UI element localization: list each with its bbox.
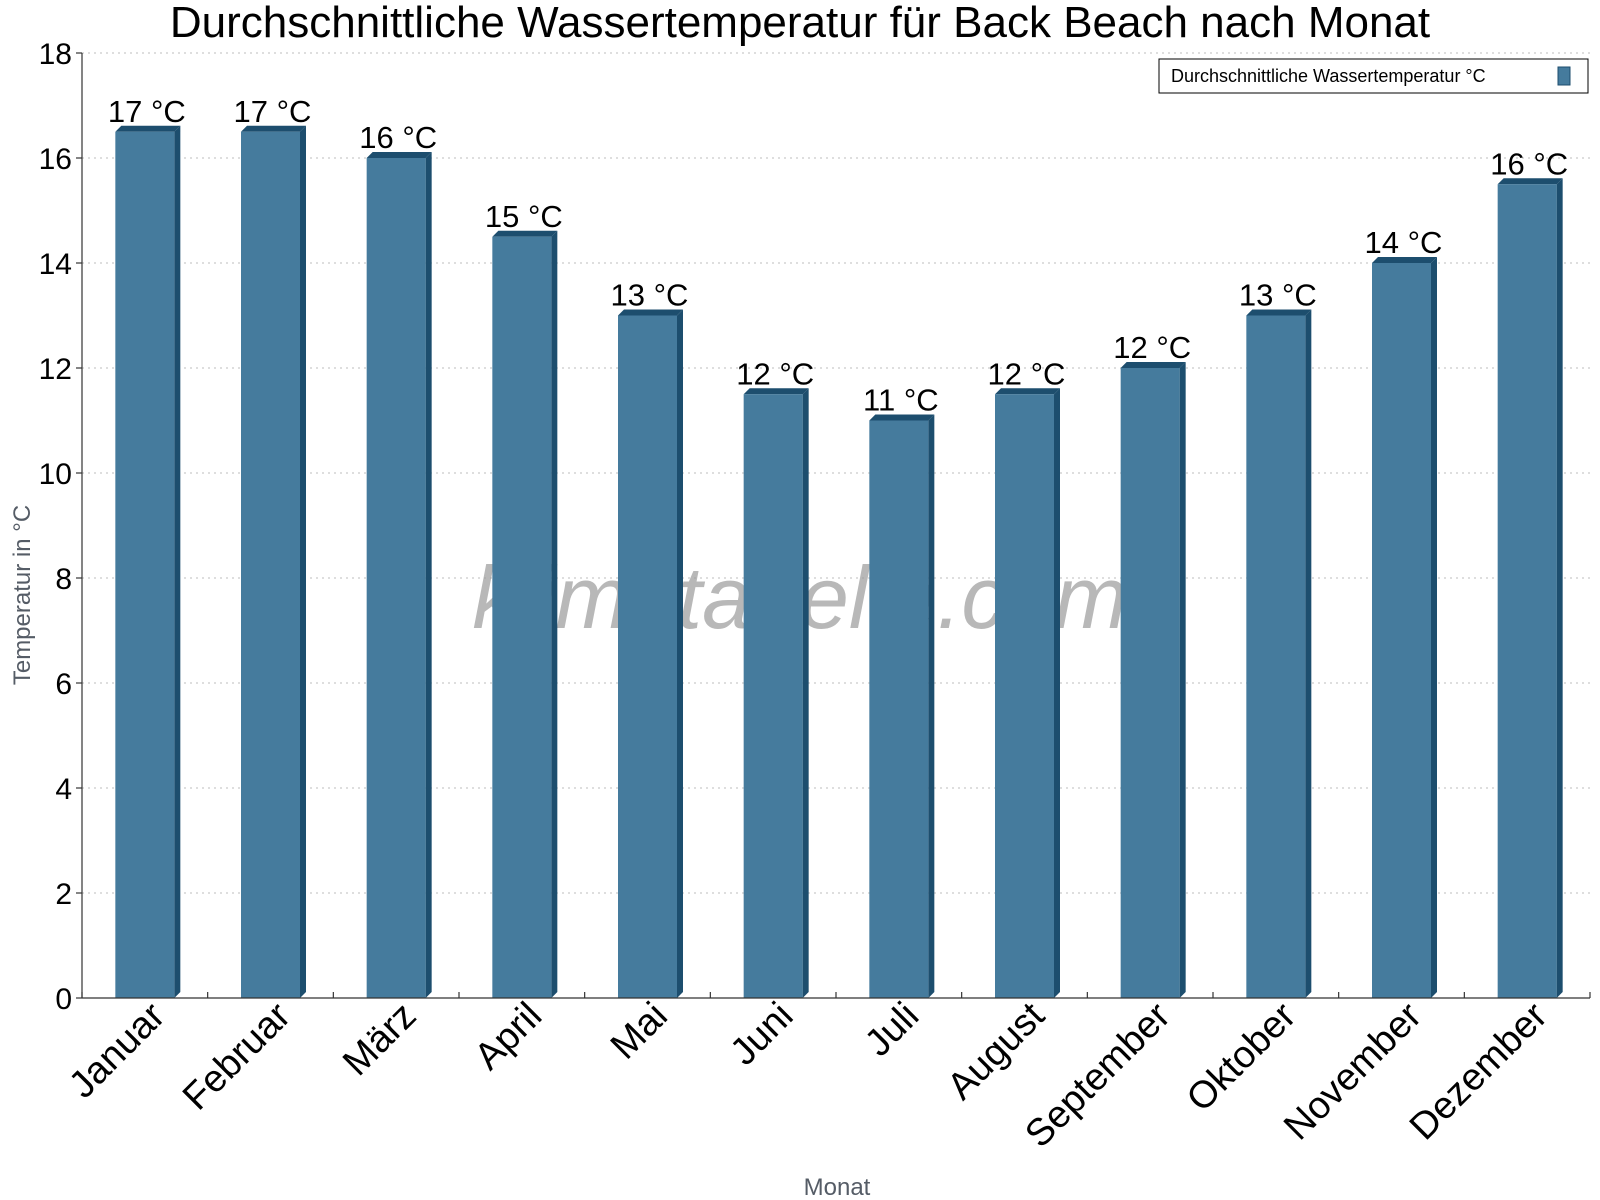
bar <box>115 131 175 998</box>
data-label: 15 °C <box>485 199 563 234</box>
y-tick-label: 0 <box>55 983 72 1016</box>
y-tick-label: 12 <box>39 353 72 386</box>
bar-top <box>743 388 809 395</box>
legend-swatch <box>1557 66 1571 86</box>
data-label: 17 °C <box>108 94 186 129</box>
x-axis-title: Monat <box>804 1174 871 1200</box>
data-label: 11 °C <box>863 383 939 418</box>
data-label: 14 °C <box>1365 225 1443 260</box>
bar-side <box>802 388 809 998</box>
y-tick-label: 8 <box>55 563 72 596</box>
bar <box>1372 263 1431 998</box>
data-label: 16 °C <box>1490 146 1568 181</box>
bar-side <box>1305 309 1312 998</box>
bar-side <box>1179 362 1186 998</box>
x-tick-label: Oktober <box>1179 994 1305 1120</box>
bar-top <box>492 230 558 237</box>
bar-side <box>1431 257 1437 998</box>
y-tick-label: 2 <box>55 878 72 911</box>
data-label: 16 °C <box>359 120 437 155</box>
bar-side <box>174 125 181 998</box>
x-tick-label: Juni <box>723 995 802 1074</box>
grid-lines <box>82 52 1590 894</box>
bar <box>618 315 677 998</box>
bar-side <box>551 230 558 998</box>
bar-side <box>425 152 432 998</box>
bar-top <box>1497 178 1563 185</box>
bar-top <box>995 388 1060 395</box>
bar-side <box>1556 178 1563 998</box>
x-tick-label: Juli <box>857 995 927 1065</box>
bar-top <box>366 152 432 158</box>
y-tick-label: 18 <box>39 38 72 71</box>
x-tick-label: Januar <box>61 994 173 1106</box>
x-tick-label: August <box>940 994 1054 1108</box>
y-tick-label: 16 <box>39 143 72 176</box>
bar-top <box>1120 362 1186 368</box>
data-label: 12 °C <box>988 356 1066 391</box>
legend: Durchschnittliche Wassertemperatur °C <box>1158 58 1589 94</box>
legend-label: Durchschnittliche Wassertemperatur °C <box>1171 66 1486 86</box>
bar-side <box>677 309 683 998</box>
bar <box>366 158 426 998</box>
y-axis-title: Temperatur in °C <box>9 505 36 685</box>
bar <box>1497 184 1557 998</box>
bar <box>1120 368 1180 998</box>
bar-side <box>1054 388 1060 998</box>
bar-top <box>1372 257 1437 263</box>
x-tick-label: Mai <box>603 995 676 1068</box>
bar-side <box>300 125 306 998</box>
bar <box>869 420 929 998</box>
x-tick-label: Februar <box>175 994 299 1118</box>
data-label: 12 °C <box>736 356 814 391</box>
bar <box>241 131 300 998</box>
chart-title: Durchschnittliche Wassertemperatur für B… <box>170 0 1430 47</box>
bar <box>995 394 1054 998</box>
y-tick-label: 10 <box>39 458 72 491</box>
bar-top <box>115 125 181 132</box>
bar-top <box>1246 309 1312 316</box>
bar-top <box>241 125 306 132</box>
data-label: 13 °C <box>611 278 689 313</box>
x-tick-label: November <box>1276 994 1430 1148</box>
x-tick-label: Dezember <box>1402 994 1556 1148</box>
y-tick-label: 6 <box>55 668 72 701</box>
data-label: 12 °C <box>1113 330 1191 365</box>
bar-top <box>618 309 683 316</box>
legend-box <box>1158 58 1589 94</box>
bars <box>115 125 1563 998</box>
y-tick-label: 4 <box>55 773 72 806</box>
bar <box>1246 315 1306 998</box>
data-labels: 17 °C 17 °C 16 °C 15 °C 13 °C 12 °C 11 °C 12 °C… <box>108 94 1568 418</box>
data-label: 17 °C <box>234 94 312 129</box>
bar <box>492 236 552 998</box>
y-tick-label: 14 <box>39 248 72 281</box>
data-label: 13 °C <box>1239 278 1317 313</box>
bar <box>743 394 803 998</box>
bar-top <box>869 414 935 421</box>
bar-side <box>928 414 935 998</box>
x-tick-label: April <box>467 995 550 1078</box>
x-tick-label: März <box>335 995 424 1084</box>
